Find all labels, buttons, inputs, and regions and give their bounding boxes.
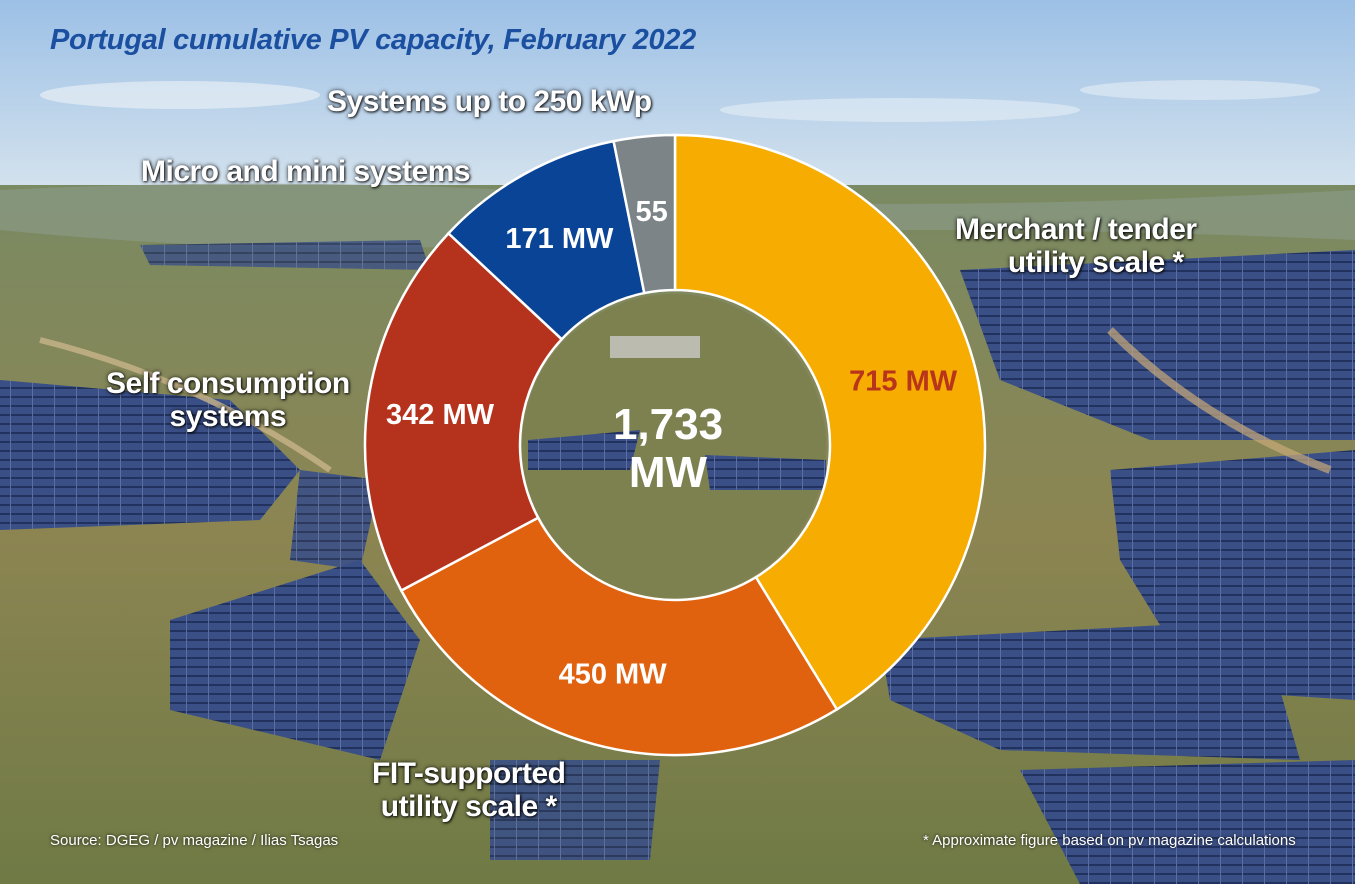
fit-category-label: FIT-supported utility scale * — [372, 757, 566, 823]
chart-title: Portugal cumulative PV capacity, Februar… — [50, 24, 696, 56]
slice-label-micro: 171 MW — [505, 223, 614, 255]
center-substation — [610, 336, 700, 358]
slice-self — [363, 231, 564, 593]
slice-label-merchant: 715 MW — [849, 366, 958, 398]
self-label-line2: systems — [169, 400, 287, 433]
merchant-label-line2: utility scale * — [1007, 246, 1184, 279]
slice-label-small: 55 — [635, 196, 667, 228]
self-category-label: Self consumption systems — [106, 367, 350, 433]
slice-label-fit: 450 MW — [559, 659, 668, 691]
slice-fit — [399, 516, 839, 757]
center-photo — [522, 294, 826, 598]
self-label-line1: Self consumption — [106, 367, 350, 400]
fit-label-line2: utility scale * — [380, 790, 557, 823]
center-value-label: 1,733 — [613, 400, 723, 449]
fit-label-line1: FIT-supported — [372, 757, 566, 790]
micro-category-label: Micro and mini systems — [141, 155, 471, 188]
small-systems-category-label: Systems up to 250 kWp — [327, 85, 652, 118]
approximation-note: * Approximate figure based on pv magazin… — [923, 832, 1296, 849]
merchant-label-line1: Merchant / tender — [955, 213, 1197, 246]
center-panels — [528, 430, 640, 470]
slice-merchant — [673, 133, 987, 712]
center-unit-label: MW — [629, 448, 708, 497]
slice-label-self: 342 MW — [386, 399, 495, 431]
merchant-category-label: Merchant / tender utility scale * — [955, 213, 1197, 279]
source-note: Source: DGEG / pv magazine / Ilias Tsaga… — [50, 832, 339, 849]
center-panels-right — [705, 455, 826, 490]
slice-small — [612, 133, 677, 295]
